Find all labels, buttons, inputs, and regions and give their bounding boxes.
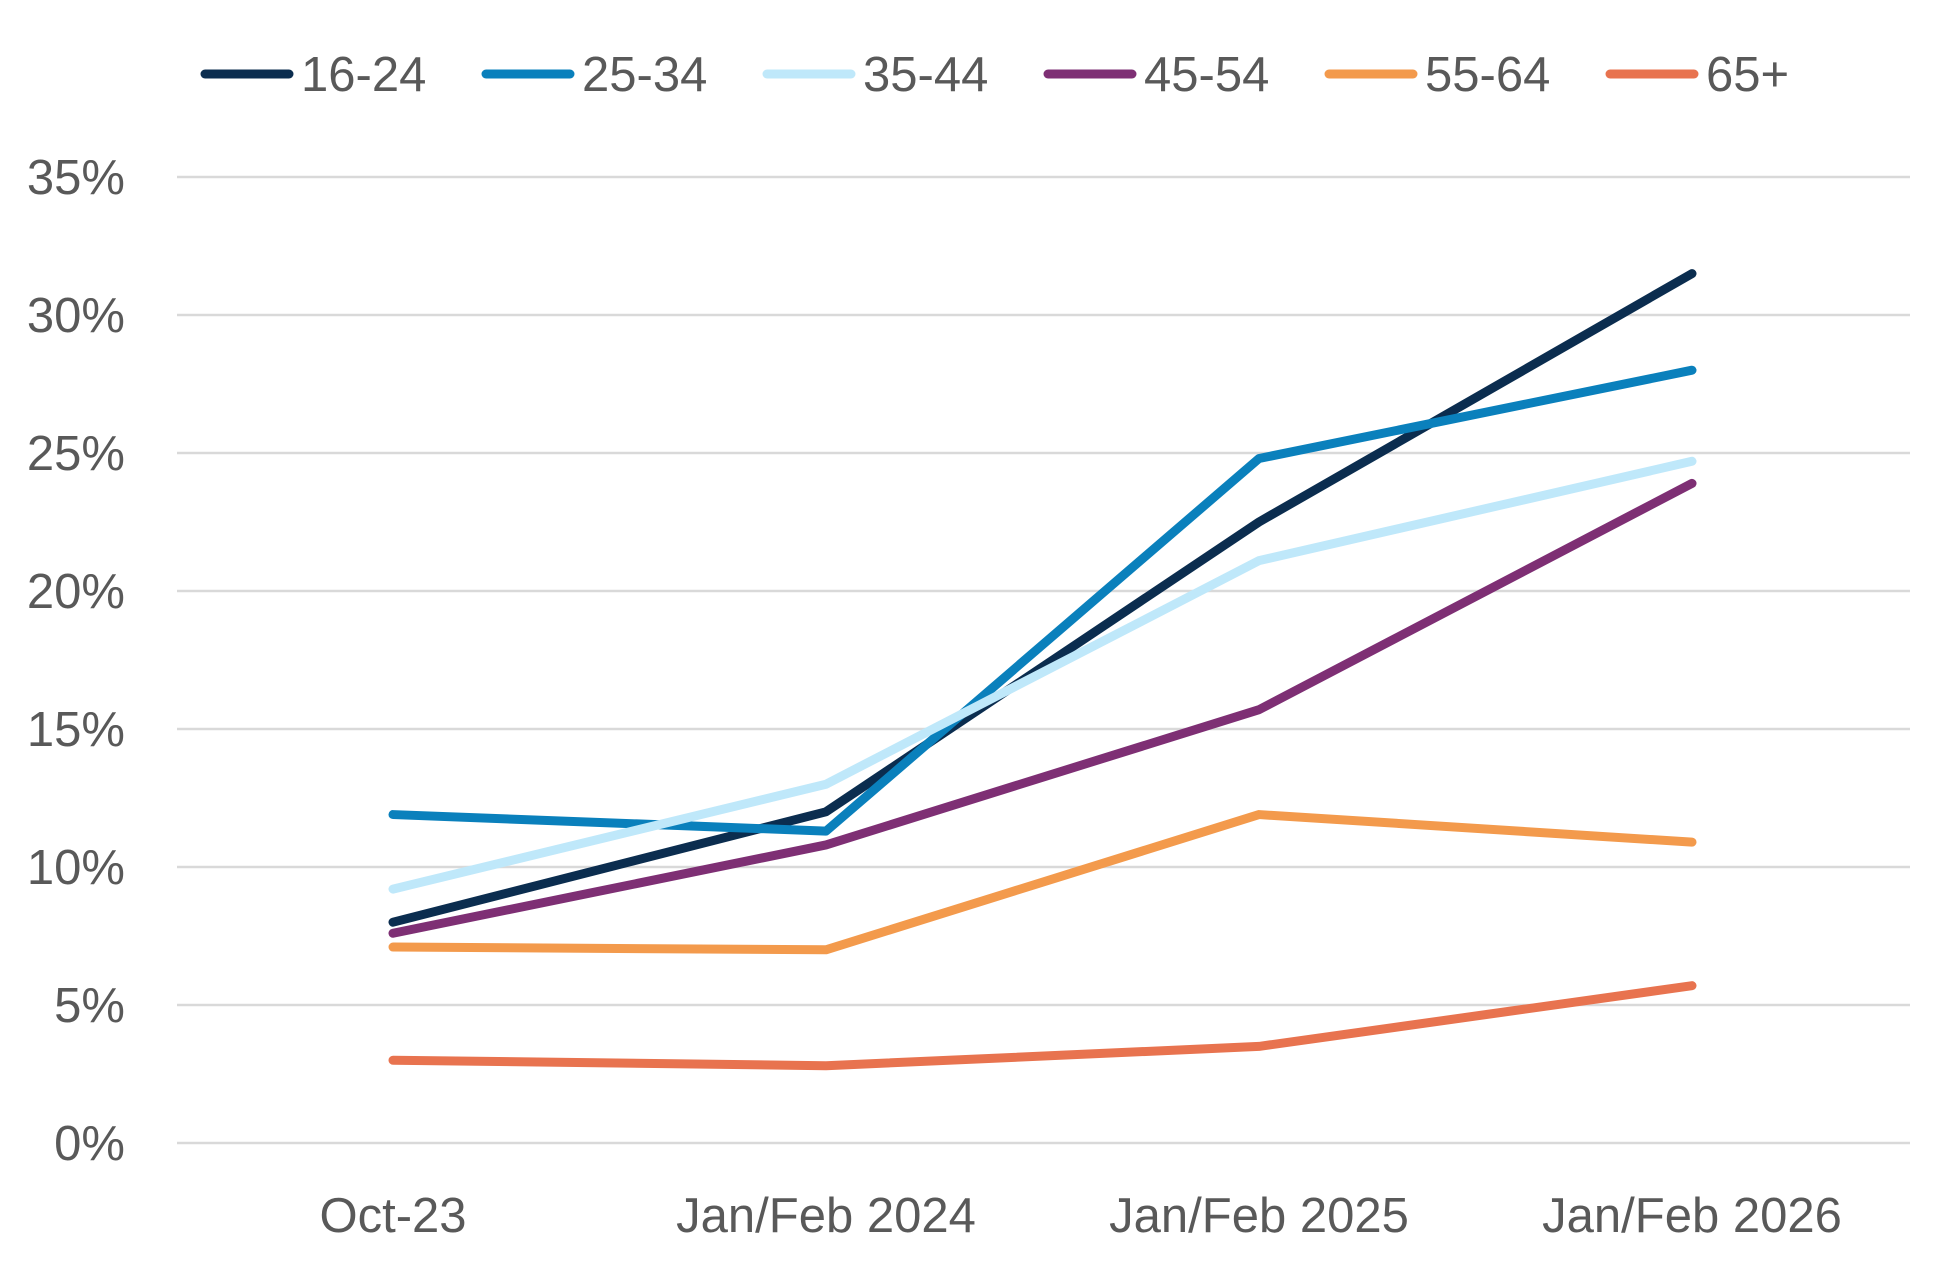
series-line-16-24 [388, 269, 1697, 927]
y-tick-label: 25% [27, 427, 125, 481]
legend-item-55-64: 55-64 [1324, 48, 1550, 102]
legend-item-25-34: 25-34 [481, 48, 707, 102]
series-line-65+ [388, 981, 1697, 1071]
legend-label: 45-54 [1144, 48, 1269, 102]
legend: 16-24 25-34 35-44 45-54 55-64 65+ [200, 48, 1789, 102]
y-tick-label: 30% [27, 289, 125, 343]
series-line-45-54 [388, 478, 1697, 938]
y-tick-label: 15% [27, 703, 125, 757]
series-line-25-34 [388, 365, 1697, 836]
series-line-35-44 [388, 456, 1697, 894]
x-axis: Oct-23 Jan/Feb 2024 Jan/Feb 2025 Jan/Feb 20… [319, 1189, 1841, 1243]
y-tick-label: 20% [27, 565, 125, 619]
x-tick-label: Oct-23 [319, 1189, 466, 1243]
series-line-55-64 [388, 810, 1697, 955]
y-tick-label: 10% [27, 841, 125, 895]
y-tick-label: 0% [54, 1117, 125, 1171]
gridlines [177, 175, 1910, 1145]
series-lines [388, 269, 1697, 1071]
legend-item-16-24: 16-24 [200, 48, 426, 102]
legend-label: 55-64 [1425, 48, 1550, 102]
legend-label: 35-44 [863, 48, 988, 102]
y-tick-label: 5% [54, 979, 125, 1033]
legend-item-35-44: 35-44 [762, 48, 988, 102]
legend-item-65+: 65+ [1605, 48, 1789, 102]
legend-label: 16-24 [301, 48, 426, 102]
y-axis: 0% 5% 10% 15% 20% 25% 30% 35% [27, 151, 125, 1171]
y-tick-label: 35% [27, 151, 125, 205]
x-tick-label: Jan/Feb 2024 [676, 1189, 976, 1243]
x-tick-label: Jan/Feb 2025 [1109, 1189, 1409, 1243]
legend-label: 25-34 [582, 48, 707, 102]
legend-label: 65+ [1706, 48, 1789, 102]
x-tick-label: Jan/Feb 2026 [1542, 1189, 1842, 1243]
legend-item-45-54: 45-54 [1043, 48, 1269, 102]
